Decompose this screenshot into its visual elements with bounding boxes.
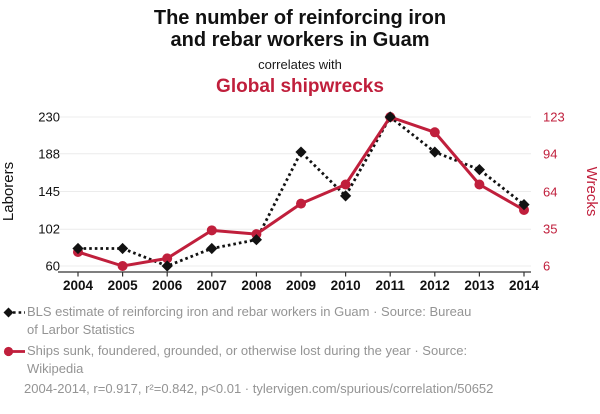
- data-point-diamond-laborers: [117, 242, 129, 255]
- left-y-tick-label: 102: [38, 222, 60, 237]
- legend-text-line: of Larbor Statistics: [27, 322, 135, 337]
- right-y-tick-label: 123: [543, 110, 565, 125]
- data-point-circle-wrecks: [206, 225, 217, 236]
- data-point-diamond-laborers: [72, 242, 84, 255]
- right-axis-title: Wrecks: [583, 167, 600, 217]
- left-y-tick-label: 188: [38, 146, 60, 161]
- chart-title-line-2: and rebar workers in Guam: [170, 29, 430, 51]
- chart-title-line-1: The number of reinforcing iron: [153, 7, 447, 29]
- right-y-tick-label: 35: [543, 222, 557, 237]
- legend-text-laborers: BLS estimate of reinforcing iron and reb…: [27, 303, 471, 339]
- data-point-circle-wrecks: [474, 179, 485, 190]
- legend-entry-wrecks: Ships sunk, foundered, grounded, or othe…: [3, 342, 467, 378]
- left-y-tick-label: 230: [38, 110, 60, 125]
- data-point-diamond-laborers: [429, 146, 441, 158]
- legend-text-line: BLS estimate of reinforcing iron and reb…: [27, 304, 472, 319]
- data-point-diamond-laborers: [340, 190, 352, 202]
- x-tick-label: 2010: [331, 278, 361, 293]
- legend-text-line: Wikipedia: [27, 361, 84, 376]
- data-point-diamond-laborers: [250, 234, 262, 246]
- red-circle-solid-icon: [3, 346, 25, 357]
- chart-subtitle: correlates with: [258, 57, 342, 72]
- x-tick-label: 2012: [420, 278, 450, 293]
- left-axis-title: Laborers: [0, 162, 17, 221]
- data-point-diamond-laborers: [518, 199, 530, 211]
- x-tick-label: 2013: [464, 278, 495, 293]
- data-point-circle-wrecks: [296, 198, 306, 209]
- legend-text-wrecks: Ships sunk, foundered, grounded, or othe…: [27, 342, 467, 378]
- right-y-tick-label: 6: [543, 259, 550, 274]
- data-point-circle-wrecks: [429, 127, 440, 138]
- x-tick-label: 2004: [63, 278, 94, 293]
- chart-plot-area: 2004 2005 2006 2007 2008 2009 2010 2011 2012 2013…: [0, 110, 600, 294]
- legend-text-line: Ships sunk, foundered, grounded, or othe…: [27, 343, 468, 358]
- data-point-diamond-laborers: [473, 163, 485, 176]
- data-point-circle-wrecks: [340, 179, 351, 190]
- data-point-diamond-laborers: [206, 242, 218, 255]
- chart-secondary-title: Global shipwrecks: [216, 76, 384, 97]
- series-line-laborers: [78, 115, 525, 268]
- x-tick-label: 2014: [509, 278, 540, 293]
- x-tick-label: 2009: [286, 278, 316, 293]
- stats-and-source-text: 2004-2014, r=0.917, r²=0.842, p<0.01 · t…: [24, 381, 494, 396]
- left-y-tick-label: 60: [46, 259, 60, 274]
- data-point-diamond-laborers: [161, 260, 173, 272]
- chart-header: The number of reinforcing iron and rebar…: [0, 7, 600, 97]
- black-diamond-dotted-icon: [3, 307, 25, 318]
- x-tick-label: 2006: [152, 278, 183, 293]
- data-point-circle-wrecks: [162, 253, 173, 264]
- chart-title: The number of reinforcing iron and rebar…: [0, 7, 600, 51]
- legend-entry-laborers: BLS estimate of reinforcing iron and reb…: [3, 303, 471, 339]
- x-tick-label: 2008: [241, 278, 272, 293]
- x-tick-label: 2007: [197, 278, 227, 293]
- right-y-tick-label: 64: [543, 185, 557, 200]
- x-tick-label: 2005: [108, 278, 139, 293]
- data-point-diamond-laborers: [295, 146, 307, 158]
- data-point-circle-wrecks: [117, 261, 128, 271]
- left-y-tick-label: 145: [38, 184, 60, 199]
- x-tick-label: 2011: [376, 278, 406, 293]
- right-y-tick-label: 94: [543, 146, 557, 161]
